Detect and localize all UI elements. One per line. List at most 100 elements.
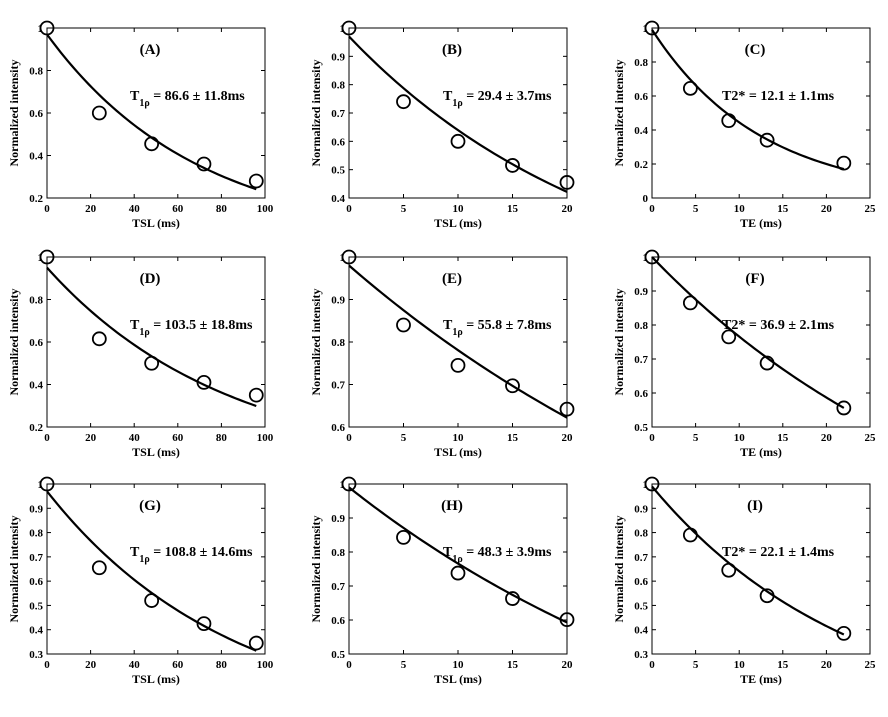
y-tick-label: 0.8	[29, 528, 43, 540]
y-axis-label: Normalized intensity	[309, 289, 323, 396]
x-axis-label: TSL (ms)	[434, 672, 482, 686]
annotation-prefix: T2* = 12.1 ± 1.1ms	[722, 89, 835, 104]
relaxation-annotation: T1ρ = 108.8 ± 14.6ms	[130, 545, 253, 565]
x-tick-label: 20	[85, 432, 97, 444]
y-tick-label: 0.5	[331, 649, 345, 661]
x-tick-label: 10	[453, 432, 465, 444]
x-tick-label: 5	[401, 203, 407, 215]
x-tick-label: 60	[172, 432, 184, 444]
panel-label: (E)	[442, 271, 462, 287]
y-axis-label: Normalized intensity	[309, 516, 323, 623]
data-point	[396, 94, 411, 110]
y-tick-label: 0.4	[331, 193, 345, 205]
y-tick-label: 0.5	[634, 600, 648, 612]
x-tick-label: 15	[507, 659, 519, 671]
relaxation-annotation: T1ρ = 48.3 ± 3.9ms	[443, 545, 552, 565]
annotation-prefix: T	[130, 545, 140, 560]
y-tick-label: 0.4	[634, 125, 648, 137]
y-tick-label: 0.9	[331, 51, 345, 63]
relaxation-annotation: T1ρ = 55.8 ± 7.8ms	[443, 318, 552, 338]
x-tick-label: 25	[865, 203, 877, 215]
data-point	[196, 156, 212, 172]
x-tick-label: 10	[734, 659, 746, 671]
x-tick-label: 0	[44, 659, 50, 671]
data-point	[836, 155, 852, 171]
x-tick-label: 20	[821, 432, 833, 444]
data-point	[759, 588, 775, 604]
x-tick-label: 0	[649, 432, 655, 444]
y-tick-label: 0.3	[29, 649, 43, 661]
y-tick-label: 0.5	[29, 600, 43, 612]
data-point	[341, 249, 357, 265]
x-tick-label: 20	[562, 659, 574, 671]
y-tick-label: 0.4	[29, 151, 43, 163]
x-axis-label: TSL (ms)	[434, 445, 482, 459]
plot-frame	[651, 27, 871, 199]
x-tick-label: 15	[777, 432, 789, 444]
x-tick-label: 10	[453, 203, 465, 215]
relaxation-annotation: T1ρ = 29.4 ± 3.7ms	[443, 89, 552, 109]
data-point	[144, 355, 160, 371]
data-point	[144, 593, 160, 608]
x-tick-label: 10	[453, 659, 465, 671]
data-point	[341, 476, 357, 492]
x-tick-label: 25	[865, 659, 877, 671]
x-tick-label: 60	[172, 203, 184, 215]
annotation-prefix: T2* = 22.1 ± 1.4ms	[722, 545, 835, 560]
x-tick-label: 0	[44, 203, 50, 215]
y-tick-label: 0.5	[331, 165, 345, 177]
x-tick-label: 0	[44, 432, 50, 444]
panel-label: (I)	[747, 498, 763, 514]
panel-label: (F)	[745, 271, 764, 287]
fit-curve	[46, 266, 257, 408]
panel-label: (H)	[441, 498, 463, 514]
x-tick-label: 25	[865, 432, 877, 444]
data-point	[450, 133, 466, 149]
plot-frame	[651, 483, 871, 655]
y-axis-label: Normalized intensity	[309, 60, 323, 167]
data-point	[836, 400, 852, 416]
x-tick-label: 20	[821, 659, 833, 671]
x-tick-label: 0	[346, 203, 352, 215]
y-tick-label: 0.7	[331, 108, 345, 120]
y-tick-label: 0.5	[634, 422, 648, 434]
x-tick-label: 40	[129, 203, 141, 215]
x-axis-label: TE (ms)	[740, 445, 782, 459]
y-tick-label: 0.8	[29, 66, 43, 78]
x-axis-label: TE (ms)	[740, 672, 782, 686]
panel-label: (B)	[442, 42, 462, 58]
relaxation-annotation: T2* = 22.1 ± 1.4ms	[722, 545, 835, 560]
x-axis-label: TSL (ms)	[132, 445, 180, 459]
y-tick-label: 0.7	[331, 581, 345, 593]
y-axis-label: Normalized intensity	[612, 289, 626, 396]
y-tick-label: 0.4	[634, 625, 648, 637]
annotation-prefix: T	[130, 318, 140, 333]
relaxation-annotation: T1ρ = 103.5 ± 18.8ms	[130, 318, 253, 338]
y-tick-label: 0.2	[29, 193, 43, 205]
data-point	[396, 317, 411, 333]
y-axis-label: Normalized intensity	[612, 516, 626, 623]
data-point	[721, 329, 737, 345]
x-tick-label: 10	[734, 203, 746, 215]
panel-label: (G)	[139, 498, 161, 514]
x-tick-label: 5	[693, 432, 699, 444]
x-tick-label: 20	[85, 659, 97, 671]
y-tick-label: 0.6	[331, 615, 345, 627]
data-point	[91, 105, 107, 121]
annotation-subscript: 1ρ	[452, 327, 462, 338]
x-tick-label: 5	[401, 659, 407, 671]
annotation-value: = 103.5 ± 18.8ms	[150, 318, 253, 333]
data-point	[505, 158, 520, 173]
y-tick-label: 0.8	[331, 337, 345, 349]
x-tick-label: 100	[257, 659, 274, 671]
x-tick-label: 80	[216, 432, 228, 444]
data-point	[836, 625, 852, 641]
data-point	[721, 562, 737, 578]
data-point	[196, 374, 212, 390]
data-point	[341, 20, 357, 36]
data-point	[91, 560, 107, 576]
